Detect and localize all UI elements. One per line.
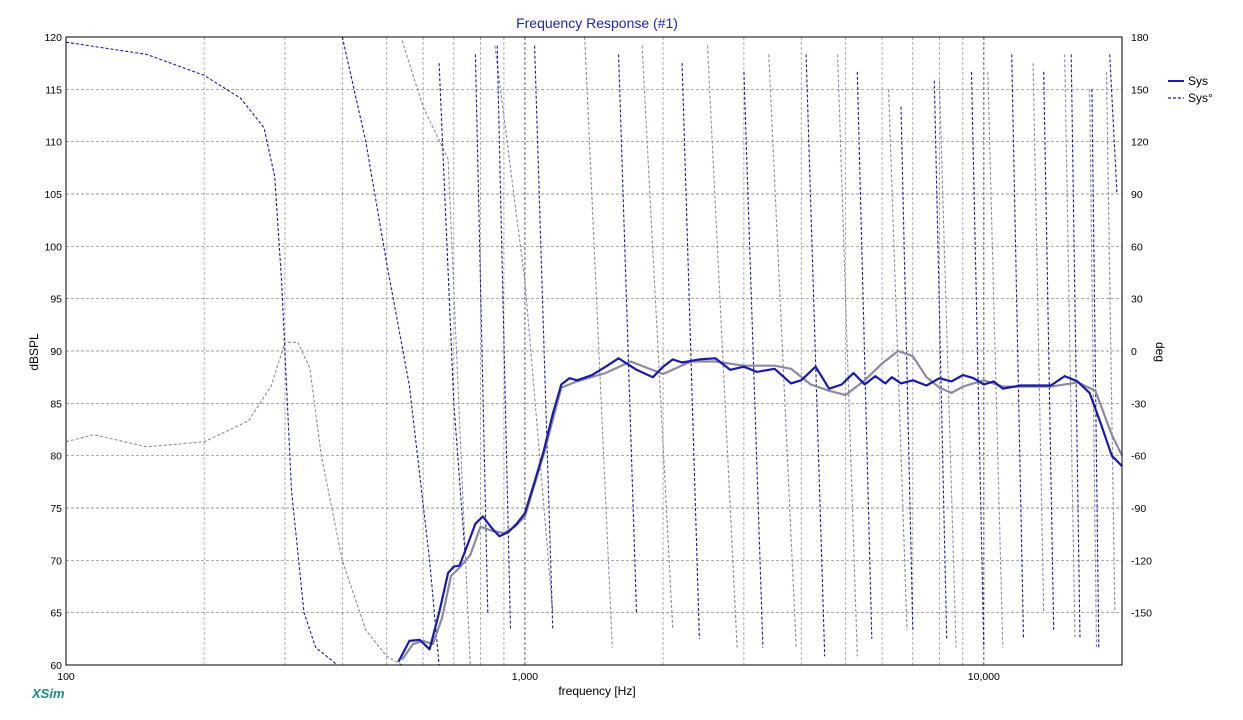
series-line-phase-reference xyxy=(837,54,858,657)
x-tick-label: 10,000 xyxy=(968,671,1000,683)
series-line-phase-reference xyxy=(494,45,554,613)
y2-tick-label: -60 xyxy=(1131,451,1146,463)
series-line-phase xyxy=(900,106,914,631)
series-line-phase-reference xyxy=(1089,89,1098,648)
series-line-phase-reference xyxy=(938,80,957,648)
series-line-phase xyxy=(681,63,700,639)
y2-tick-label: 90 xyxy=(1131,189,1143,201)
series-line-phase xyxy=(856,71,873,639)
series-line-phase-reference xyxy=(1064,54,1076,639)
y-tick-label: 65 xyxy=(50,608,62,620)
series-line-phase xyxy=(1091,89,1100,648)
y-tick-label: 100 xyxy=(44,241,62,253)
series-line-phase xyxy=(618,54,638,613)
series-line-phase-reference xyxy=(584,36,613,648)
y-tick-label: 60 xyxy=(50,660,62,672)
series-line-phase xyxy=(1109,54,1118,195)
series-line-phase-reference xyxy=(1032,63,1045,613)
y-tick-label: 70 xyxy=(50,555,62,567)
y-axis-label: dBSPL xyxy=(27,333,41,371)
y2-tick-label: -120 xyxy=(1131,555,1152,567)
series-layer xyxy=(65,36,1123,666)
y2-tick-label: 30 xyxy=(1131,294,1143,306)
series-line-phase xyxy=(970,71,985,648)
series-line-phase xyxy=(805,54,826,657)
y2-tick-label: -30 xyxy=(1131,398,1146,410)
series-line-phase xyxy=(1070,54,1081,639)
series-line-phase-reference xyxy=(65,341,403,666)
series-line-phase-reference xyxy=(768,54,797,648)
x-tick-label: 1,000 xyxy=(512,671,538,683)
series-line-phase xyxy=(534,45,554,631)
legend: Sys Sys° xyxy=(1168,74,1213,105)
series-line-phase xyxy=(65,41,338,666)
xsim-brand-logo: XSim xyxy=(31,686,65,701)
series-line-phase xyxy=(1011,54,1025,639)
series-line-phase xyxy=(438,63,466,552)
series-line-phase xyxy=(1043,71,1055,631)
series-line-phase-reference xyxy=(888,89,908,631)
series-line-phase-reference xyxy=(706,45,738,648)
series-line-magnitude xyxy=(397,357,1123,663)
y-tick-label: 75 xyxy=(50,503,62,515)
plot-frame xyxy=(65,36,1123,666)
tick-labels: 60 65 70 75 80 85 90 95 100 105 110 115 120 -150 -120 -… xyxy=(44,32,1152,683)
y2-tick-label: 150 xyxy=(1131,84,1149,96)
y-tick-label: 105 xyxy=(44,189,62,201)
series-line-phase-reference xyxy=(401,40,471,666)
y2-tick-label: 120 xyxy=(1131,137,1149,149)
series-line-phase xyxy=(933,80,948,639)
y-tick-label: 110 xyxy=(45,137,62,149)
y2-axis-label: deg xyxy=(1153,342,1167,362)
y-tick-label: 115 xyxy=(45,84,62,96)
y2-tick-label: -150 xyxy=(1131,608,1152,620)
y2-tick-label: 0 xyxy=(1131,346,1137,358)
y-tick-label: 85 xyxy=(50,398,62,410)
y-tick-label: 80 xyxy=(50,451,62,463)
y-tick-label: 90 xyxy=(50,346,62,358)
series-line-phase-reference xyxy=(987,71,1004,648)
y-tick-label: 95 xyxy=(50,294,62,306)
grid xyxy=(66,37,1122,665)
legend-label: Sys° xyxy=(1188,91,1213,105)
series-line-phase-reference xyxy=(641,45,674,631)
series-line-phase xyxy=(743,71,764,648)
series-line-phase-reference xyxy=(1105,71,1116,613)
legend-label: Sys xyxy=(1188,74,1208,88)
chart-title: Frequency Response (#1) xyxy=(516,15,678,31)
y2-tick-label: 180 xyxy=(1131,32,1149,44)
y2-tick-label: 60 xyxy=(1131,241,1143,253)
y-tick-label: 120 xyxy=(44,32,62,44)
x-tick-label: 100 xyxy=(57,671,75,683)
y2-tick-label: -90 xyxy=(1131,503,1146,515)
x-axis-label: frequency [Hz] xyxy=(558,684,635,698)
